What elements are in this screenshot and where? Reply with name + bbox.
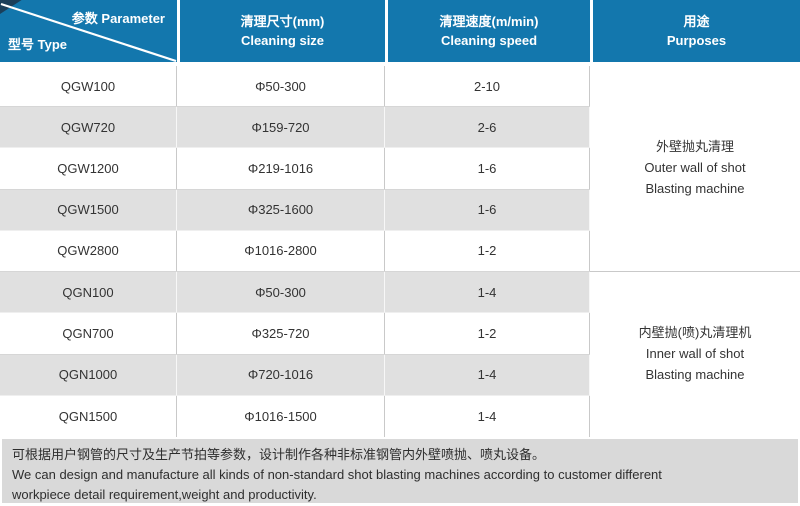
purpose-cell-inner-wall: 内壁抛(喷)丸清理机 Inner wall of shot Blasting m… bbox=[590, 272, 800, 437]
purpose-outer-en1: Outer wall of shot bbox=[644, 160, 746, 176]
speed-cell: 1-6 bbox=[385, 189, 590, 230]
table-body: QGW100 Φ50-300 2-10 QGW720 Φ159-720 2-6 … bbox=[0, 66, 800, 437]
model-cell: QGW1200 bbox=[0, 148, 177, 189]
header-cell-diagonal: 参数 Parameter 型号 Type bbox=[0, 0, 180, 62]
header-purposes-zh: 用途 bbox=[683, 13, 710, 29]
purpose-outer-zh: 外壁抛丸清理 bbox=[655, 139, 734, 155]
header-purposes-en: Purposes bbox=[666, 33, 727, 48]
speed-cell: 2-10 bbox=[385, 66, 590, 107]
speed-cell: 1-4 bbox=[385, 272, 590, 313]
size-cell: Φ325-720 bbox=[177, 313, 385, 354]
speed-cell: 1-2 bbox=[385, 230, 590, 272]
header-parameter-label: 参数 Parameter bbox=[71, 11, 165, 26]
speed-cell: 2-6 bbox=[385, 107, 590, 148]
header-cell-cleaning-size: 清理尺寸(mm) Cleaning size bbox=[180, 0, 388, 62]
table-row: QGW1200 Φ219-1016 1-6 bbox=[0, 148, 590, 190]
table-row: QGN100 Φ50-300 1-4 bbox=[0, 272, 590, 314]
table-body-left: QGW100 Φ50-300 2-10 QGW720 Φ159-720 2-6 … bbox=[0, 66, 590, 437]
model-cell: QGN1500 bbox=[0, 395, 177, 437]
purposes-column: 外壁抛丸清理 Outer wall of shot Blasting machi… bbox=[590, 66, 800, 437]
table-row: QGW720 Φ159-720 2-6 bbox=[0, 107, 590, 149]
header-cell-cleaning-speed: 清理速度(m/min) Cleaning speed bbox=[388, 0, 593, 62]
purpose-inner-zh: 内壁抛(喷)丸清理机 bbox=[638, 325, 752, 341]
speed-cell: 1-4 bbox=[385, 354, 590, 395]
speed-cell: 1-2 bbox=[385, 313, 590, 354]
table-header-row: 参数 Parameter 型号 Type 清理尺寸(mm) Cleaning s… bbox=[0, 0, 800, 62]
table-row: QGN700 Φ325-720 1-2 bbox=[0, 313, 590, 355]
header-cell-purposes: 用途 Purposes bbox=[593, 0, 800, 62]
model-cell: QGW100 bbox=[0, 66, 177, 107]
size-cell: Φ219-1016 bbox=[177, 148, 385, 189]
purpose-outer-en2: Blasting machine bbox=[645, 180, 745, 196]
table-row: QGW2800 Φ1016-2800 1-2 bbox=[0, 230, 590, 273]
purpose-cell-outer-wall: 外壁抛丸清理 Outer wall of shot Blasting machi… bbox=[590, 66, 800, 273]
size-cell: Φ325-1600 bbox=[177, 189, 385, 230]
size-cell: Φ1016-1500 bbox=[177, 395, 385, 437]
model-cell: QGW720 bbox=[0, 107, 177, 148]
header-cleaning-speed-zh: 清理速度(m/min) bbox=[439, 13, 539, 29]
model-cell: QGW1500 bbox=[0, 189, 177, 230]
footer-note-zh: 可根据用户钢管的尺寸及生产节拍等参数，设计制作各种非标准钢管内外壁喷抛、喷丸设备… bbox=[12, 447, 546, 462]
model-cell: QGN700 bbox=[0, 313, 177, 354]
footer-note: 可根据用户钢管的尺寸及生产节拍等参数，设计制作各种非标准钢管内外壁喷抛、喷丸设备… bbox=[2, 439, 798, 503]
header-cleaning-size-zh: 清理尺寸(mm) bbox=[240, 13, 325, 29]
table-row: QGW100 Φ50-300 2-10 bbox=[0, 66, 590, 108]
size-cell: Φ720-1016 bbox=[177, 354, 385, 395]
diagonal-line-graphic bbox=[0, 0, 177, 62]
size-cell: Φ1016-2800 bbox=[177, 230, 385, 272]
speed-cell: 1-6 bbox=[385, 148, 590, 189]
model-cell: QGW2800 bbox=[0, 230, 177, 272]
size-cell: Φ50-300 bbox=[177, 272, 385, 313]
speed-cell: 1-4 bbox=[385, 395, 590, 437]
footer-note-en2: workpiece detail requirement,weight and … bbox=[12, 487, 317, 503]
purpose-inner-en2: Blasting machine bbox=[645, 366, 745, 382]
size-cell: Φ50-300 bbox=[177, 66, 385, 107]
table-row: QGN1500 Φ1016-1500 1-4 bbox=[0, 395, 590, 437]
table-row: QGN1000 Φ720-1016 1-4 bbox=[0, 354, 590, 396]
size-cell: Φ159-720 bbox=[177, 107, 385, 148]
table-row: QGW1500 Φ325-1600 1-6 bbox=[0, 189, 590, 231]
header-cleaning-speed-en: Cleaning speed bbox=[440, 33, 538, 48]
header-type-label: 型号 Type bbox=[8, 36, 67, 52]
header-cleaning-size-en: Cleaning size bbox=[240, 33, 325, 48]
purpose-inner-en1: Inner wall of shot bbox=[645, 346, 745, 362]
footer-note-en1: We can design and manufacture all kinds … bbox=[12, 467, 662, 483]
model-cell: QGN100 bbox=[0, 272, 177, 313]
model-cell: QGN1000 bbox=[0, 354, 177, 395]
